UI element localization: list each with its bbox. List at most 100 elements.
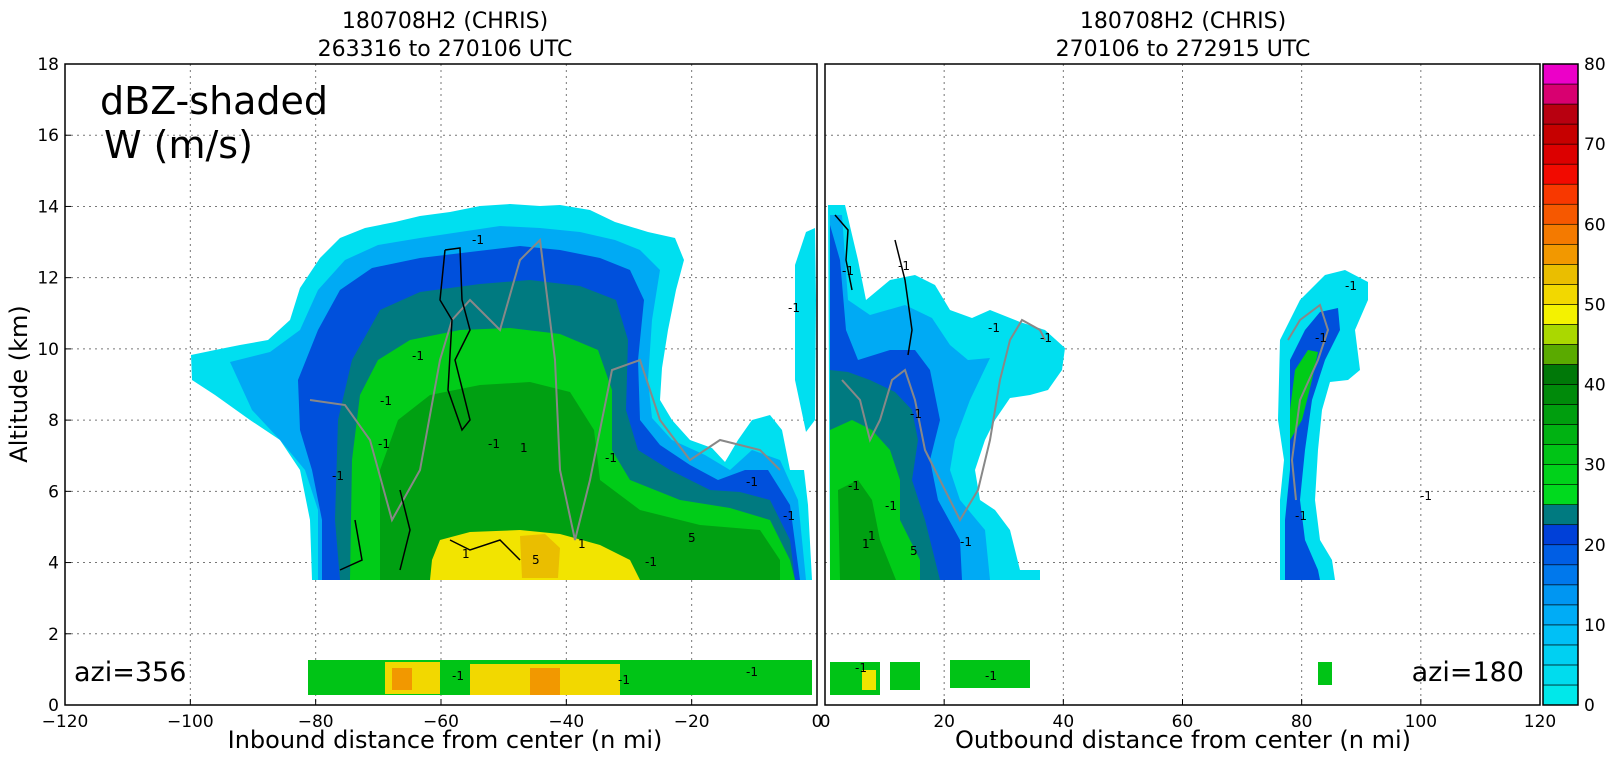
colorbar-cell [1542,424,1579,445]
colorbar-tick-label: 50 [1584,295,1606,315]
colorbar-cell [1542,243,1579,265]
right-contour-label: -1 [1420,489,1432,503]
colorbar-cell [1542,304,1579,325]
right-contour-label: -1 [898,259,910,273]
left-contour-label: -1 [746,665,758,679]
inbound-panel: 180708H2 (CHRIS) 263316 to 270106 UTC -1… [5,9,822,754]
colorbar-cell [1542,203,1579,225]
colorbar-cell [1542,344,1579,365]
left-contour-label: -1 [332,469,344,483]
right-x-axis-label: Outbound distance from center (n mi) [955,726,1411,754]
colorbar-cell [1542,284,1579,305]
left-contour-label: 1 [462,547,470,561]
colorbar-cell [1542,103,1579,125]
x-tick-label: 0 [812,712,823,732]
right-contour-label: -1 [1295,509,1307,523]
left-contour-label: -1 [412,349,424,363]
right-contour-label: -1 [848,479,860,493]
left-echo-lowlevel-orange [392,668,560,695]
colorbar-cell [1542,604,1579,626]
right-contour-label: -1 [988,321,1000,335]
right-rainband-contour-gray [1287,303,1330,501]
left-contour-label: -1 [645,555,657,569]
colorbar-tick-label: 60 [1584,215,1606,235]
colorbar-cell [1542,664,1579,686]
x-tick-label: 0 [820,712,831,732]
colorbar-cell [1542,83,1579,105]
colorbar-cell [1542,123,1579,145]
colorbar-tick-label: 20 [1584,536,1606,556]
colorbar-cell [1542,584,1579,606]
annotation-w: W (m/s) [104,123,253,167]
right-reflectivity-field [828,205,1368,695]
left-echo-outer-right-tower [795,228,816,432]
left-echo-darkgreen [380,382,780,580]
left-grid [65,64,817,705]
colorbar-cell [1542,404,1579,425]
left-downdraft-contour-black-2 [339,489,521,571]
colorbar-tick-label: 30 [1584,456,1606,476]
right-updraft-contour-gray [841,318,1046,523]
dbz-colorbar: 0 10 20 30 40 50 60 70 80 [1542,55,1606,716]
left-w-contours: -1 -1 -1 -1 -1 1 -1 -1 1 -1 5 -1 5 1 -1 … [309,233,800,687]
y-tick-label: 16 [37,126,59,146]
colorbar-cell [1542,364,1579,385]
colorbar-tick-label: 0 [1584,696,1595,716]
y-tick-label: 14 [37,197,59,217]
right-contour-label: -1 [842,264,854,278]
colorbar-cell [1542,484,1579,505]
right-title-line1: 180708H2 (CHRIS) [1080,9,1286,34]
colorbar-cell [1542,63,1579,85]
colorbar-cell [1542,544,1579,566]
colorbar-tick-label: 80 [1584,55,1606,75]
left-contour-label: 5 [688,531,696,545]
left-reflectivity-field [191,204,816,695]
x-tick-label: −20 [674,712,710,732]
right-contour-label: -1 [960,535,972,549]
y-tick-label: 12 [37,269,59,289]
x-tick-label: −120 [42,712,89,732]
colorbar-cell [1542,504,1579,526]
left-contour-label: -1 [605,451,617,465]
colorbar-cell [1542,444,1579,465]
left-title-line2: 263316 to 270106 UTC [318,37,573,62]
right-azimuth-label: azi=180 [1412,657,1524,688]
x-tick-label: 60 [1172,712,1194,732]
x-tick-label: 120 [1524,712,1556,732]
colorbar-cells [1542,63,1579,706]
colorbar-tick-label: 40 [1584,376,1606,396]
x-tick-label: −60 [423,712,459,732]
colorbar-cell [1542,183,1579,205]
right-echo-lowlevel-yellow [862,670,876,690]
left-contour-label: -1 [788,301,800,315]
right-downdraft-contour-black [834,214,913,356]
colorbar-cell [1542,464,1579,485]
left-contour-label: -1 [378,437,390,451]
colorbar-ticks: 0 10 20 30 40 50 60 70 80 [1584,55,1606,716]
right-contour-label: -1 [885,499,897,513]
left-echo-lowlevel-yellow [385,662,620,695]
x-tick-label: −80 [298,712,334,732]
right-echo-lowlevel [830,660,1030,695]
colorbar-cell [1542,564,1579,586]
colorbar-cell [1542,524,1579,546]
left-contour-label: -1 [746,475,758,489]
y-tick-label: 4 [48,554,59,574]
left-contour-label: -1 [452,669,464,683]
y-tick-label: 8 [48,411,59,431]
colorbar-cell [1542,264,1579,285]
left-contour-label: -1 [618,673,630,687]
colorbar-tick-label: 10 [1584,616,1606,636]
colorbar-cell [1542,324,1579,345]
x-tick-label: −100 [167,712,214,732]
x-tick-label: 80 [1291,712,1313,732]
colorbar-tick-label: 70 [1584,135,1606,155]
left-title-line1: 180708H2 (CHRIS) [342,9,548,34]
right-x-ticks: 0 20 40 60 80 100 120 [820,699,1556,732]
left-x-axis-label: Inbound distance from center (n mi) [228,726,663,754]
right-contour-label: -1 [985,669,997,683]
left-contour-label: -1 [380,394,392,408]
y-tick-label: 10 [37,340,59,360]
left-contour-label: 5 [532,553,540,567]
